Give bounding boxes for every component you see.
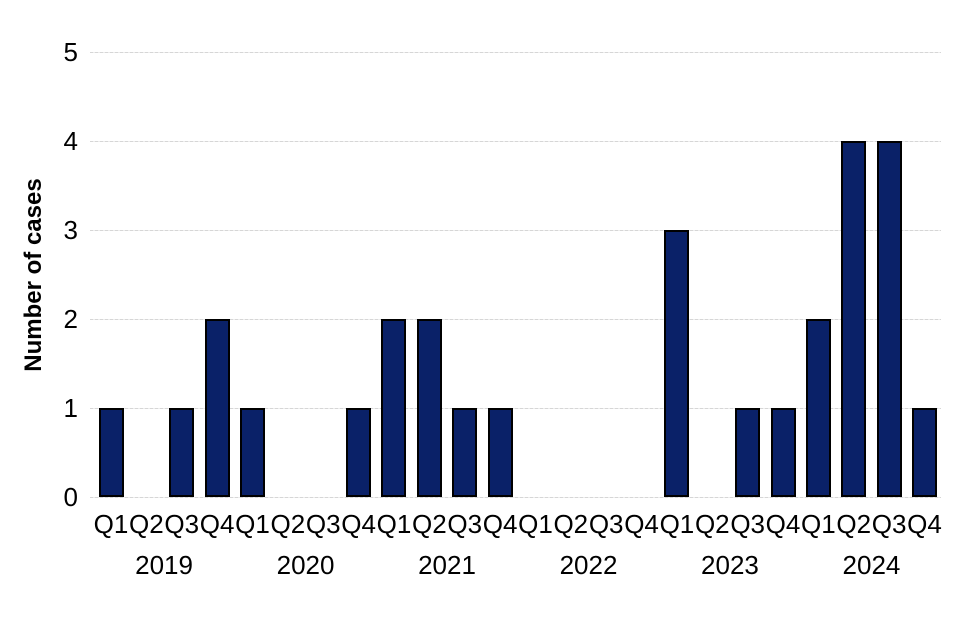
bar xyxy=(381,319,407,497)
x-axis-quarter-label: Q2 xyxy=(129,509,164,539)
bar xyxy=(735,408,761,497)
x-axis-quarter-label: Q2 xyxy=(694,509,730,539)
x-axis-quarter-label: Q3 xyxy=(164,509,200,539)
y-axis-tick-label: 3 xyxy=(63,215,78,245)
x-axis-year-label: 2019 xyxy=(135,550,193,580)
gridline xyxy=(90,496,941,498)
x-axis-quarter-label: Q3 xyxy=(871,509,907,539)
y-axis-tick-label: 4 xyxy=(63,126,78,156)
gridline xyxy=(90,407,941,409)
x-axis-quarter-label: Q4 xyxy=(624,509,659,539)
bar xyxy=(876,141,902,497)
x-axis-quarter-label: Q3 xyxy=(305,509,341,539)
x-axis-quarter-label: Q1 xyxy=(93,509,129,539)
x-axis-quarter-label: Q1 xyxy=(376,509,412,539)
bar xyxy=(204,319,230,497)
x-axis-year-label: 2024 xyxy=(842,550,901,580)
x-axis-quarter-label: Q4 xyxy=(482,509,518,539)
bar xyxy=(98,408,124,497)
y-axis-tick-label: 2 xyxy=(63,304,78,334)
bar xyxy=(664,230,690,497)
x-axis-quarter-label: Q1 xyxy=(235,509,270,539)
bar xyxy=(169,408,195,497)
x-axis-quarter-label: Q4 xyxy=(199,509,235,539)
y-axis-title: Number of cases xyxy=(20,178,47,372)
x-axis-quarter-label: Q3 xyxy=(588,509,624,539)
gridline xyxy=(90,318,941,320)
x-axis-quarter-label: Q2 xyxy=(836,509,872,539)
x-axis-quarter-label: Q4 xyxy=(341,509,376,539)
bar xyxy=(416,319,442,497)
bar xyxy=(805,319,831,497)
x-axis-quarter-label: Q2 xyxy=(270,509,306,539)
x-axis-quarter-label: Q2 xyxy=(553,509,589,539)
x-axis-quarter-label: Q4 xyxy=(765,509,801,539)
x-axis-quarter-label: Q2 xyxy=(411,509,447,539)
bar xyxy=(239,408,265,497)
x-axis-quarter-label: Q1 xyxy=(801,509,836,539)
gridline xyxy=(90,140,941,142)
gridline xyxy=(90,51,941,53)
x-axis-quarter-label: Q1 xyxy=(659,509,695,539)
x-axis-quarter-label: Q1 xyxy=(518,509,553,539)
y-axis-tick-label: 1 xyxy=(63,393,78,423)
bar xyxy=(346,408,372,497)
x-axis-year-label: 2023 xyxy=(701,550,759,580)
bar xyxy=(452,408,478,497)
x-axis-quarter-label: Q4 xyxy=(907,509,942,539)
x-axis-quarter-label: Q3 xyxy=(730,509,765,539)
x-axis-year-label: 2022 xyxy=(559,550,618,580)
x-axis-year-label: 2021 xyxy=(418,550,476,580)
bar xyxy=(487,408,513,497)
x-axis-year-label: 2020 xyxy=(276,550,335,580)
bar xyxy=(841,141,867,497)
gridline xyxy=(90,229,941,231)
bar xyxy=(912,408,937,497)
y-axis-tick-label: 0 xyxy=(63,482,78,512)
y-axis-tick-label: 5 xyxy=(63,37,78,67)
x-axis-quarter-label: Q3 xyxy=(447,509,483,539)
bar xyxy=(770,408,796,497)
